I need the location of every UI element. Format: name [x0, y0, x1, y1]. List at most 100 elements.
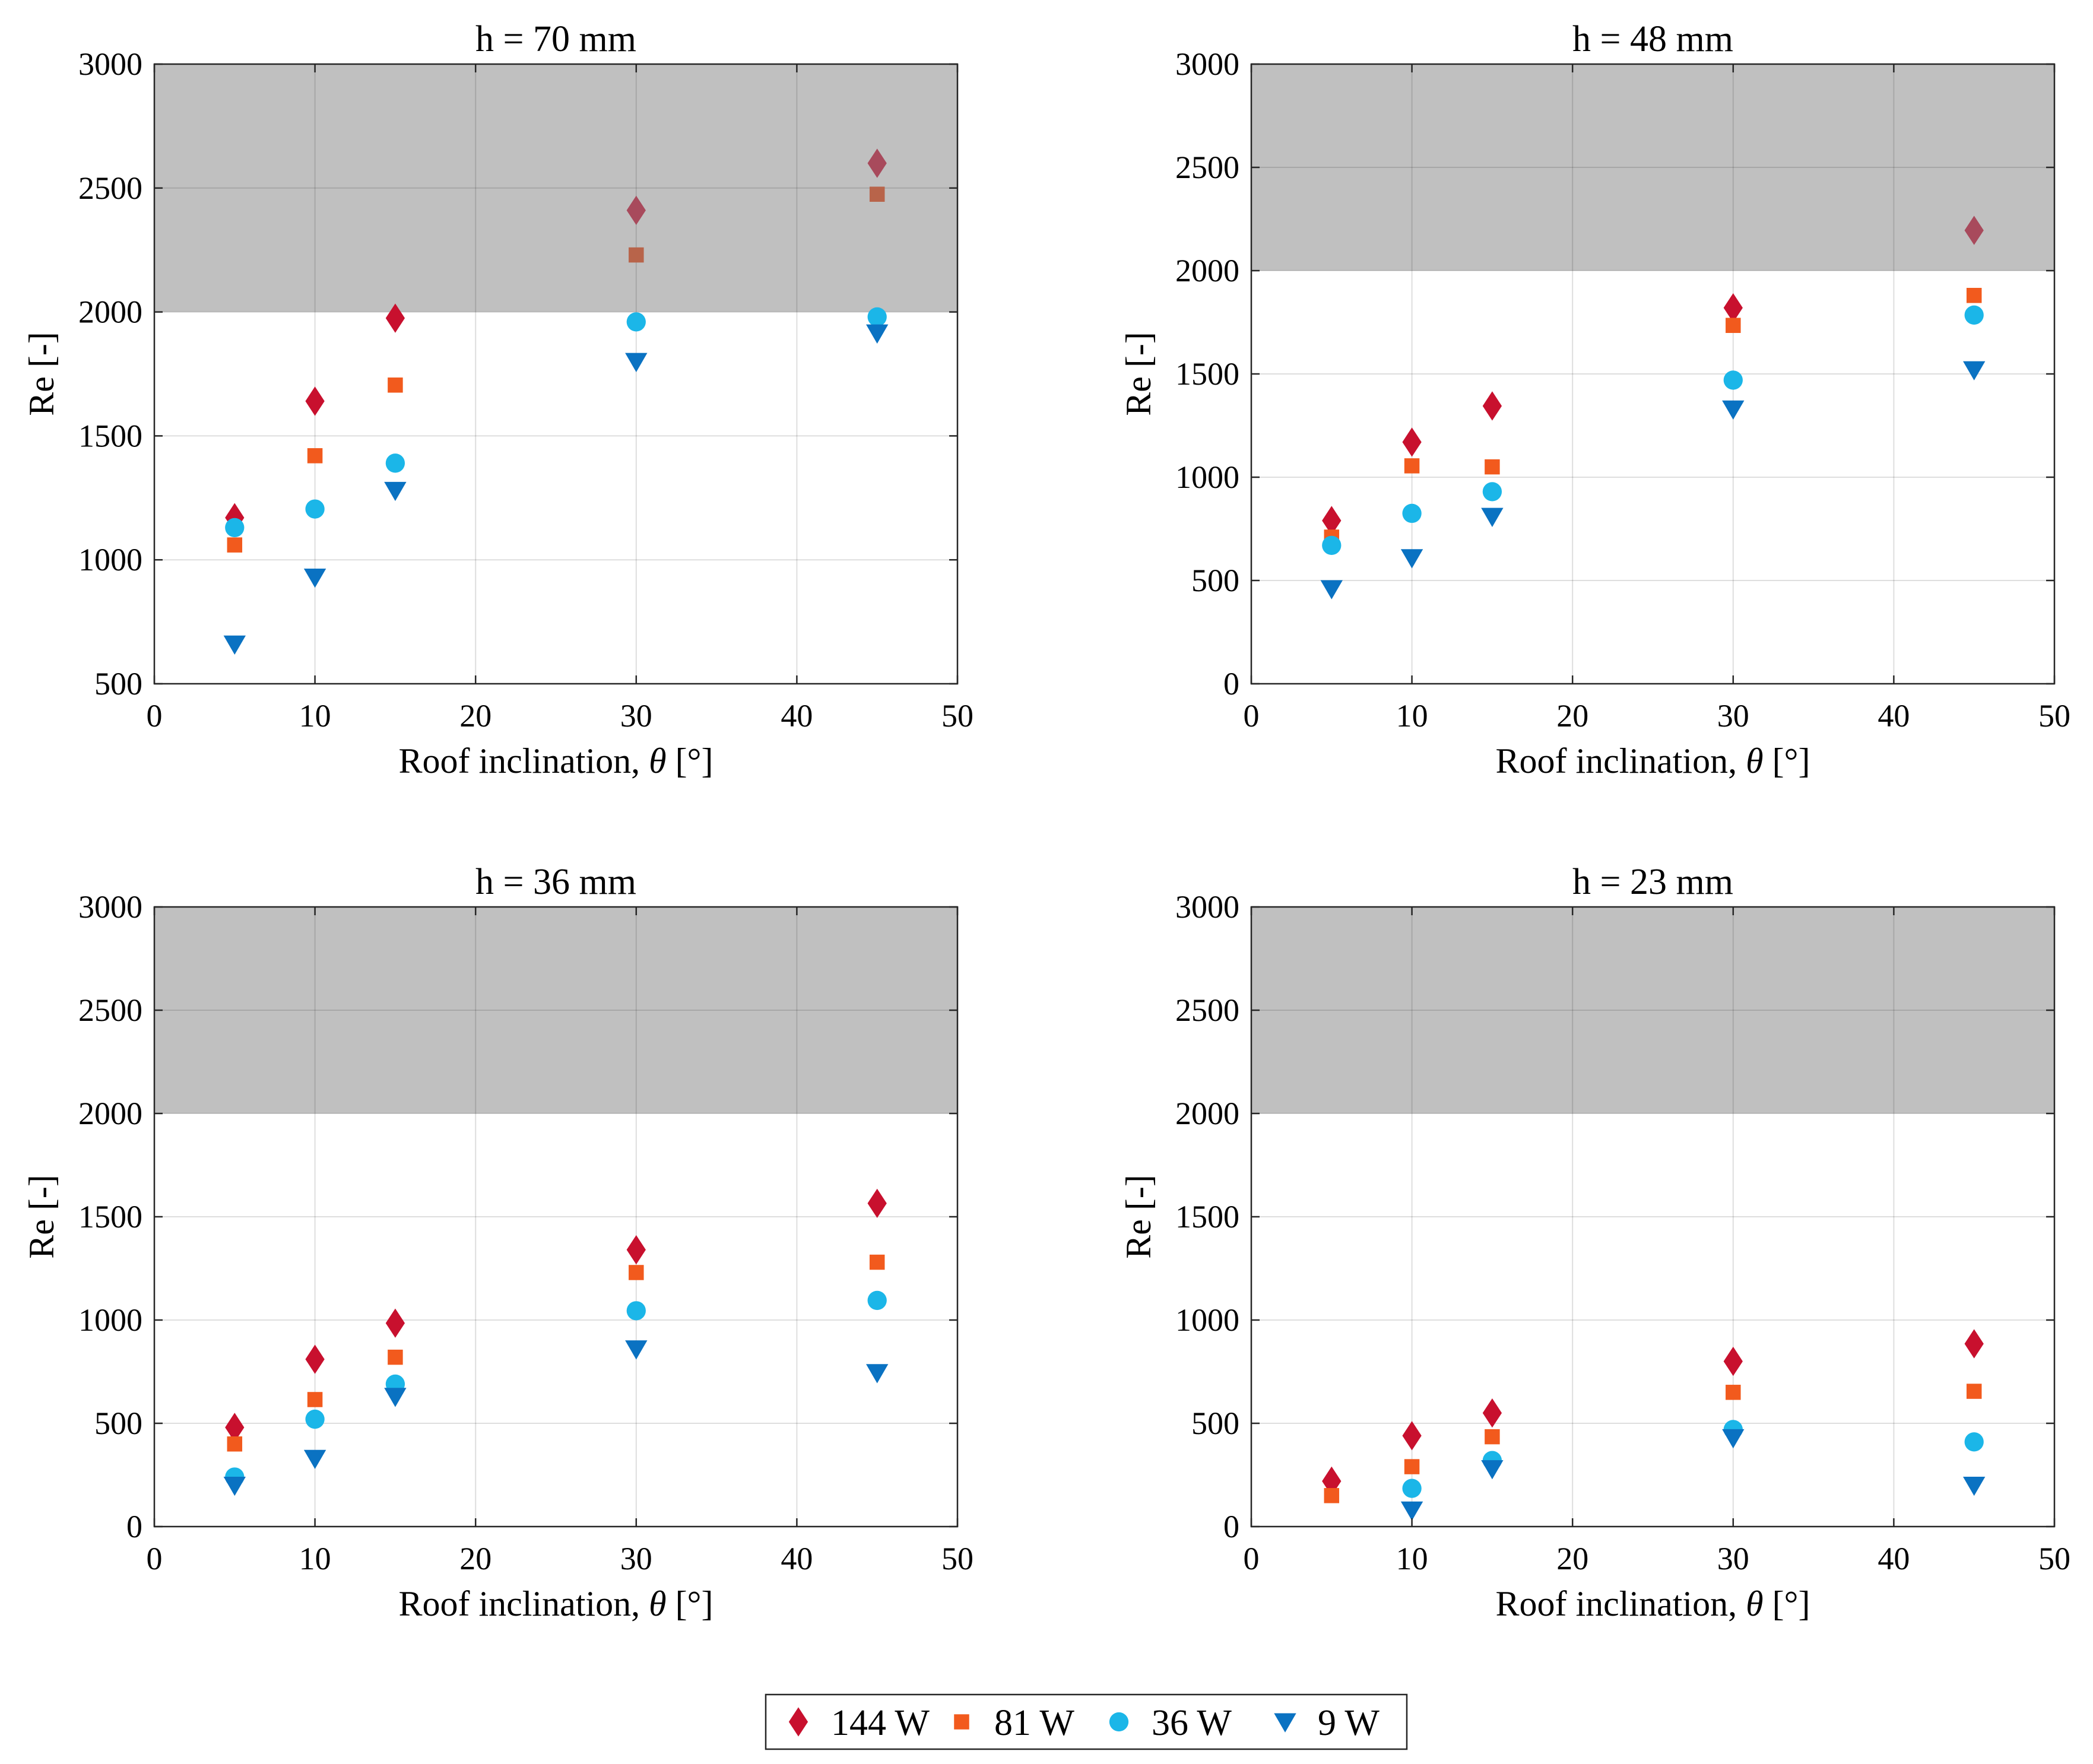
marker-81w-x30 [629, 247, 644, 263]
legend-label: 144 W [831, 1703, 930, 1743]
marker-144w-x30 [1723, 1346, 1743, 1376]
marker-9w-x10 [303, 568, 326, 588]
marker-81w-x30 [1726, 318, 1741, 333]
x-tick-label: 50 [2038, 1541, 2070, 1576]
marker-9w-x30 [625, 353, 648, 372]
x-tick-label: 20 [459, 698, 491, 734]
marker-144w-x45 [867, 148, 887, 178]
x-tick-label: 30 [1717, 698, 1749, 734]
shaded-region [154, 64, 957, 312]
y-tick-label: 2500 [78, 992, 142, 1028]
legend-label: 81 W [994, 1703, 1074, 1743]
x-axis-label: Roof inclination, θ [°] [398, 1584, 713, 1623]
marker-36w-x45 [867, 307, 887, 327]
marker-9w-x15 [384, 481, 407, 502]
marker-81w-x45 [1966, 288, 1982, 303]
y-tick-label: 2000 [1175, 1096, 1239, 1131]
y-tick-label: 500 [94, 666, 142, 702]
marker-81w-x10 [307, 1392, 323, 1407]
y-tick-label: 2000 [78, 1096, 142, 1131]
legend-diamond-icon [788, 1707, 808, 1737]
legend-circle-icon [1109, 1712, 1129, 1732]
marker-9w-x15 [1481, 507, 1504, 527]
x-tick-label: 30 [1717, 1541, 1749, 1576]
shaded-region [1251, 907, 2054, 1113]
x-axis-label: Roof inclination, θ [°] [398, 741, 713, 781]
marker-144w-x10 [305, 1344, 325, 1374]
x-tick-label: 30 [620, 1541, 652, 1576]
marker-144w-x15 [1482, 1398, 1502, 1428]
y-axis-label: Re [-] [22, 332, 61, 416]
x-tick-label: 0 [1244, 698, 1260, 734]
panel-title: h = 48 mm [1572, 19, 1733, 59]
x-tick-label: 40 [1878, 698, 1910, 734]
x-tick-label: 50 [2038, 698, 2070, 734]
x-tick-label: 10 [299, 1541, 331, 1576]
marker-144w-x5 [225, 1413, 245, 1442]
legend-label: 36 W [1152, 1703, 1232, 1743]
marker-81w-x30 [629, 1265, 644, 1280]
x-tick-label: 50 [941, 698, 973, 734]
axes-box [153, 63, 959, 685]
marker-36w-x10 [305, 1409, 325, 1429]
marker-144w-x15 [385, 1308, 405, 1338]
marker-144w-x15 [1482, 391, 1502, 421]
marker-9w-x5 [223, 1476, 246, 1496]
legend: 144 W 81 W 36 W 9 W [765, 1693, 1408, 1750]
marker-81w-x15 [388, 377, 403, 393]
marker-81w-x30 [1726, 1385, 1741, 1400]
x-tick-label: 0 [1244, 1541, 1260, 1576]
x-axis-label: Roof inclination, θ [°] [1495, 741, 1810, 781]
y-tick-label: 1500 [1175, 1199, 1239, 1235]
x-tick-label: 0 [147, 1541, 163, 1576]
marker-36w-x15 [385, 453, 405, 473]
y-tick-label: 2500 [1175, 150, 1239, 185]
x-tick-label: 40 [781, 1541, 813, 1576]
marker-36w-x45 [1964, 1432, 1984, 1452]
panel-title: h = 36 mm [475, 862, 636, 902]
marker-144w-x45 [1964, 215, 1984, 245]
y-tick-label: 1500 [78, 418, 142, 453]
y-tick-label: 1000 [78, 1302, 142, 1338]
marker-36w-x5 [225, 518, 245, 538]
marker-9w-x15 [1481, 1460, 1504, 1480]
marker-81w-x10 [1404, 458, 1420, 474]
x-tick-label: 30 [620, 698, 652, 734]
y-axis-label: Re [-] [1119, 332, 1158, 416]
marker-9w-x15 [384, 1388, 407, 1407]
y-tick-label: 1000 [78, 542, 142, 578]
marker-81w-x45 [1966, 1384, 1982, 1399]
x-tick-label: 50 [941, 1541, 973, 1576]
marker-81w-x15 [1485, 459, 1500, 475]
marker-9w-x45 [866, 324, 889, 344]
x-tick-label: 10 [1396, 698, 1428, 734]
y-tick-label: 3000 [1175, 46, 1239, 82]
y-tick-label: 0 [1223, 666, 1239, 702]
y-tick-label: 3000 [78, 889, 142, 925]
marker-9w-x10 [1400, 1501, 1423, 1521]
x-axis-label: Roof inclination, θ [°] [1495, 1584, 1810, 1623]
marker-36w-x10 [1402, 1479, 1422, 1498]
y-tick-label: 2500 [78, 170, 142, 206]
marker-36w-x30 [1723, 370, 1743, 390]
marker-36w-x15 [1482, 482, 1502, 502]
y-tick-label: 0 [1223, 1509, 1239, 1544]
marker-36w-x30 [626, 312, 646, 332]
y-tick-label: 1500 [78, 1199, 142, 1235]
marker-81w-x15 [388, 1349, 403, 1365]
shaded-region [1251, 64, 2054, 271]
y-tick-label: 2500 [1175, 992, 1239, 1028]
marker-9w-x10 [1400, 549, 1423, 569]
y-tick-label: 2000 [78, 294, 142, 330]
marker-81w-x10 [307, 448, 323, 464]
marker-36w-x10 [1402, 503, 1422, 524]
y-tick-label: 1500 [1175, 356, 1239, 392]
marker-144w-x30 [626, 1235, 646, 1265]
marker-36w-x10 [305, 499, 325, 519]
marker-36w-x45 [867, 1290, 887, 1311]
marker-36w-x45 [1964, 305, 1984, 325]
y-tick-label: 500 [1191, 563, 1239, 598]
marker-144w-x5 [1322, 1466, 1342, 1496]
y-tick-label: 0 [126, 1509, 142, 1544]
